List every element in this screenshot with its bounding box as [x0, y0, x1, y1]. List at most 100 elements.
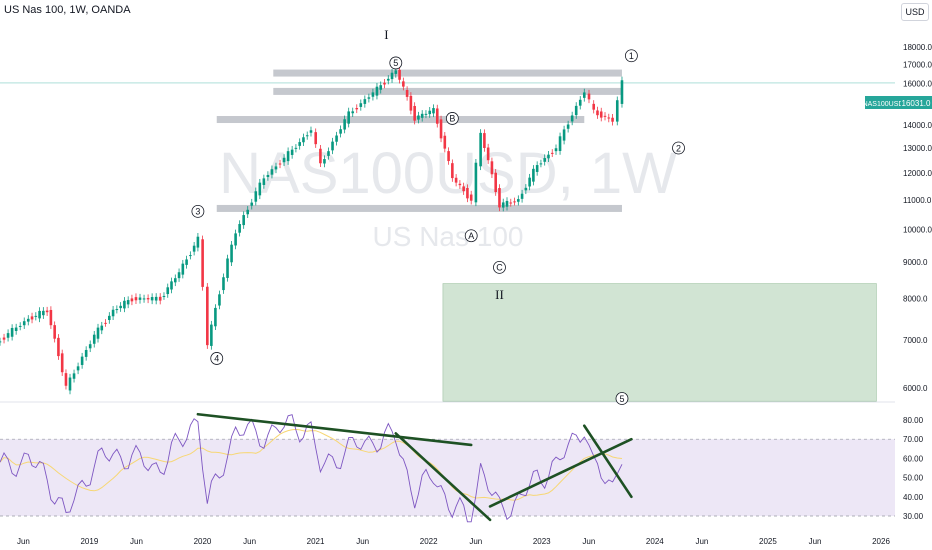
candle — [92, 330, 96, 348]
candle-body — [566, 124, 570, 129]
candle — [417, 111, 420, 124]
x-tick-label: Jun — [17, 537, 30, 546]
candle — [234, 229, 237, 250]
candle — [53, 321, 56, 343]
candle-body — [201, 239, 204, 287]
candle-body — [0, 341, 2, 343]
candle-body — [355, 108, 359, 110]
candle — [130, 294, 134, 306]
wave-label: 2 — [672, 141, 685, 155]
wave-label-text: 2 — [676, 143, 681, 153]
wave-label-text: 5 — [619, 394, 624, 404]
y-tick-label: 10000.0 — [903, 225, 932, 234]
target-zone — [442, 283, 877, 402]
candle-body — [323, 159, 326, 164]
y-tick-label: 12000.0 — [903, 169, 932, 178]
candle-body — [447, 151, 450, 162]
y-tick-label: 14000.0 — [903, 121, 932, 130]
currency-button[interactable]: USD — [901, 3, 929, 21]
candle — [314, 128, 318, 148]
candle — [196, 233, 200, 252]
x-tick-label: 2021 — [307, 537, 325, 546]
candle — [278, 159, 282, 169]
candle-body — [398, 69, 401, 80]
candle-body — [266, 175, 270, 178]
candle — [30, 312, 34, 324]
candle — [154, 293, 158, 305]
candle — [290, 145, 294, 159]
candle — [298, 138, 301, 150]
candle-body — [343, 119, 346, 130]
candle — [486, 143, 490, 164]
wave-label: 5 — [389, 56, 403, 70]
candle — [64, 369, 68, 390]
wave-label-circle — [191, 204, 205, 218]
candle-body — [327, 151, 330, 156]
candle-body — [68, 377, 72, 391]
wave-label: II — [495, 287, 504, 302]
candle-body — [405, 89, 409, 97]
candle-body — [238, 224, 241, 233]
candle-body — [578, 99, 582, 106]
candle — [115, 305, 119, 314]
candle-body — [2, 337, 6, 340]
candle — [26, 315, 30, 326]
candle — [6, 329, 10, 342]
candle — [0, 337, 2, 346]
candle-body — [603, 115, 607, 117]
wave-label-text: C — [496, 263, 503, 273]
candle — [166, 283, 170, 298]
candle-body — [181, 263, 185, 275]
candle — [294, 144, 298, 153]
candle-body — [615, 100, 619, 122]
candle-body — [570, 115, 574, 122]
y-tick-label: 17000.0 — [903, 61, 932, 70]
candle-body — [234, 233, 237, 246]
candle-body — [26, 318, 30, 322]
candle — [363, 95, 367, 108]
candle — [578, 96, 582, 110]
candle-body — [177, 272, 181, 279]
watermark-name: US Nas 100 — [373, 221, 524, 252]
candle-body — [119, 305, 122, 309]
candle-body — [42, 310, 45, 316]
candle-body — [554, 148, 558, 152]
rsi-y-tick-label: 30.00 — [903, 512, 924, 521]
candle — [547, 150, 550, 163]
candle-body — [607, 117, 611, 119]
candle-body — [466, 188, 469, 199]
candle — [435, 104, 439, 128]
candle-body — [18, 325, 22, 327]
rsi-trendline — [582, 424, 633, 499]
candle-body — [501, 202, 505, 208]
horizontal-level — [216, 116, 585, 124]
horizontal-level — [273, 69, 622, 77]
candle-body — [14, 327, 18, 331]
candle — [570, 111, 574, 126]
candle-body — [375, 86, 379, 96]
candle — [254, 187, 258, 206]
candle — [439, 115, 443, 143]
candle-body — [458, 183, 462, 186]
candle — [371, 88, 375, 101]
candle-body — [104, 322, 107, 324]
candle — [398, 66, 401, 84]
candle — [535, 161, 539, 176]
candle — [189, 251, 192, 260]
candle — [210, 320, 213, 350]
candle-body — [528, 177, 531, 187]
y-tick-label: 8000.0 — [903, 295, 928, 304]
candle — [466, 184, 469, 203]
candle-body — [390, 72, 394, 80]
candle — [596, 106, 599, 119]
x-tick-label: 2020 — [194, 537, 212, 546]
price-tag-value: 16031.0 — [902, 99, 931, 108]
candle-body — [550, 152, 554, 154]
candle — [562, 125, 566, 145]
candle-body — [294, 147, 298, 149]
candle-body — [524, 187, 528, 191]
candle-body — [115, 309, 119, 311]
candle — [603, 112, 607, 121]
candle-body — [242, 215, 245, 226]
